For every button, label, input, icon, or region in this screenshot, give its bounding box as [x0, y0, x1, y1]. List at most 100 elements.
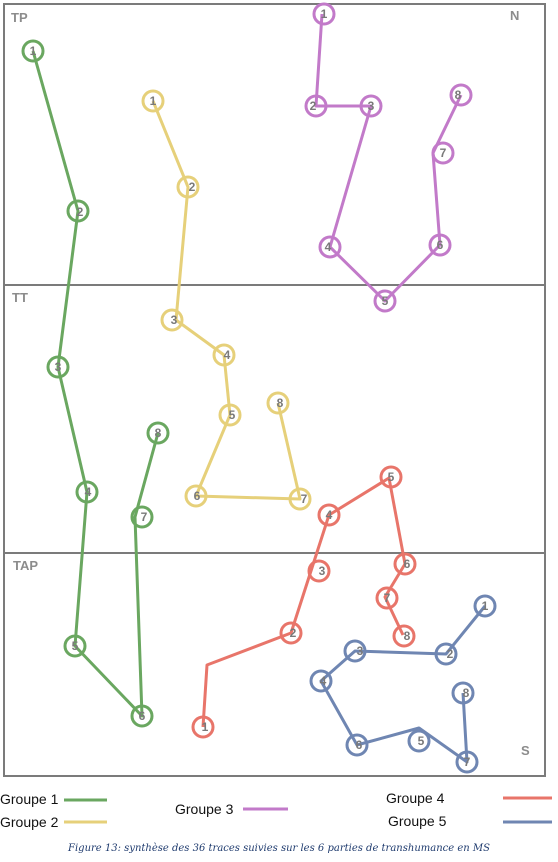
- group-2-node: 1: [141, 89, 165, 113]
- group-3-trace: 1 2 3 4 5 6 7 8: [304, 2, 473, 313]
- node-label: 2: [310, 99, 317, 113]
- group-2-node: 3: [160, 308, 184, 332]
- node-label: 5: [72, 639, 79, 653]
- node-label: 3: [171, 313, 178, 327]
- group-5-trace: 1 2 3 4 5 6 7 8: [309, 594, 497, 774]
- node-label: 1: [30, 44, 37, 58]
- group-2-node: 5: [218, 403, 242, 427]
- node-label: 8: [455, 88, 462, 102]
- node-label: 3: [319, 564, 326, 578]
- group-3-node: 7: [431, 141, 455, 165]
- group-4-node: 2: [279, 621, 303, 645]
- group-1-trace: 1 2 3 4 5 6 7 8: [21, 39, 170, 728]
- group-1-node: 2: [66, 199, 90, 223]
- group-4-node: 6: [393, 552, 417, 576]
- node-label: 4: [224, 348, 231, 362]
- node-label: 7: [384, 591, 391, 605]
- node-label: 7: [301, 492, 308, 506]
- group-4-trace: 1 2 3 4 5 6 7 8: [191, 465, 417, 739]
- zone-label-south: S: [521, 743, 530, 758]
- zone-label-tp: TP: [11, 10, 28, 25]
- node-label: 6: [139, 709, 146, 723]
- zone-label-tt: TT: [12, 290, 28, 305]
- legend-label: Groupe 5: [388, 813, 447, 829]
- group-5-node: 8: [451, 681, 475, 705]
- node-label: 5: [382, 294, 389, 308]
- node-label: 8: [404, 629, 411, 643]
- node-label: 8: [277, 396, 284, 410]
- group-1-node: 8: [146, 421, 170, 445]
- node-label: 7: [440, 146, 447, 160]
- legend-label: Groupe 4: [386, 790, 445, 806]
- node-label: 4: [320, 674, 327, 688]
- group-2-trace: 1 2 3 4 5 6 7 8: [141, 89, 312, 511]
- group-4-node: 8: [392, 624, 416, 648]
- figure-caption: Figure 13: synthèse des 36 traces suivie…: [67, 843, 490, 854]
- legend-label: Groupe 2: [0, 814, 59, 830]
- group-3-node: 3: [359, 94, 383, 118]
- node-label: 6: [404, 557, 411, 571]
- node-label: 8: [155, 426, 162, 440]
- group-2-node: 4: [212, 343, 236, 367]
- group-3-node: 1: [312, 2, 336, 26]
- group-3-node: 2: [304, 94, 328, 118]
- group-4-node: 1: [191, 715, 215, 739]
- group-4-node: 5: [379, 465, 403, 489]
- group-5-node: 4: [309, 669, 333, 693]
- legend-entry-group-4: Groupe 4: [386, 790, 552, 806]
- node-label: 3: [357, 644, 364, 658]
- node-label: 6: [194, 489, 201, 503]
- legend-label: Groupe 3: [175, 801, 234, 817]
- legend-entry-group-5: Groupe 5: [388, 813, 552, 829]
- zone-tap-frame: [3, 552, 546, 777]
- group-5-node: 7: [455, 750, 479, 774]
- node-label: 2: [77, 205, 84, 219]
- legend-entry-group-1: Groupe 1: [0, 791, 107, 807]
- group-5-node: 1: [473, 594, 497, 618]
- node-label: 3: [55, 360, 62, 374]
- group-1-node: 5: [63, 634, 87, 658]
- group-3-node: 4: [318, 235, 342, 259]
- node-label: 1: [150, 94, 157, 108]
- node-label: 1: [202, 720, 209, 734]
- group-1-node: 3: [46, 355, 70, 379]
- node-label: 6: [356, 738, 363, 752]
- legend-label: Groupe 1: [0, 791, 59, 807]
- group-1-node: 6: [130, 704, 154, 728]
- node-label: 5: [229, 408, 236, 422]
- group-2-node: 8: [266, 391, 290, 415]
- legend-entry-group-3: Groupe 3: [175, 801, 288, 817]
- group-5-node: 5: [407, 729, 431, 753]
- zone-tp-frame: [3, 3, 546, 286]
- node-label: 1: [321, 7, 328, 21]
- group-4-node: 3: [307, 559, 331, 583]
- group-3-node: 8: [449, 83, 473, 107]
- node-label: 2: [189, 180, 196, 194]
- node-label: 5: [388, 470, 395, 484]
- group-2-node: 6: [184, 484, 208, 508]
- group-3-node: 6: [428, 233, 452, 257]
- group-1-node: 7: [130, 505, 154, 529]
- node-label: 4: [85, 485, 92, 499]
- node-label: 2: [447, 647, 454, 661]
- node-label: 6: [437, 238, 444, 252]
- group-2-node: 2: [176, 175, 200, 199]
- group-1-path: [31, 50, 160, 718]
- group-5-node: 6: [345, 733, 369, 757]
- node-label: 5: [418, 734, 425, 748]
- node-label: 7: [141, 510, 148, 524]
- node-label: 8: [463, 686, 470, 700]
- group-1-node: 4: [75, 480, 99, 504]
- legend-entry-group-2: Groupe 2: [0, 814, 107, 830]
- node-label: 3: [368, 99, 375, 113]
- zone-label-tap: TAP: [13, 558, 38, 573]
- group-4-path: [201, 476, 407, 728]
- node-label: 1: [482, 599, 489, 613]
- group-4-node: 7: [375, 586, 399, 610]
- node-label: 2: [290, 626, 297, 640]
- node-label: 4: [326, 508, 333, 522]
- node-label: 7: [464, 755, 471, 769]
- group-1-node: 1: [21, 39, 45, 63]
- group-5-node: 3: [343, 639, 367, 663]
